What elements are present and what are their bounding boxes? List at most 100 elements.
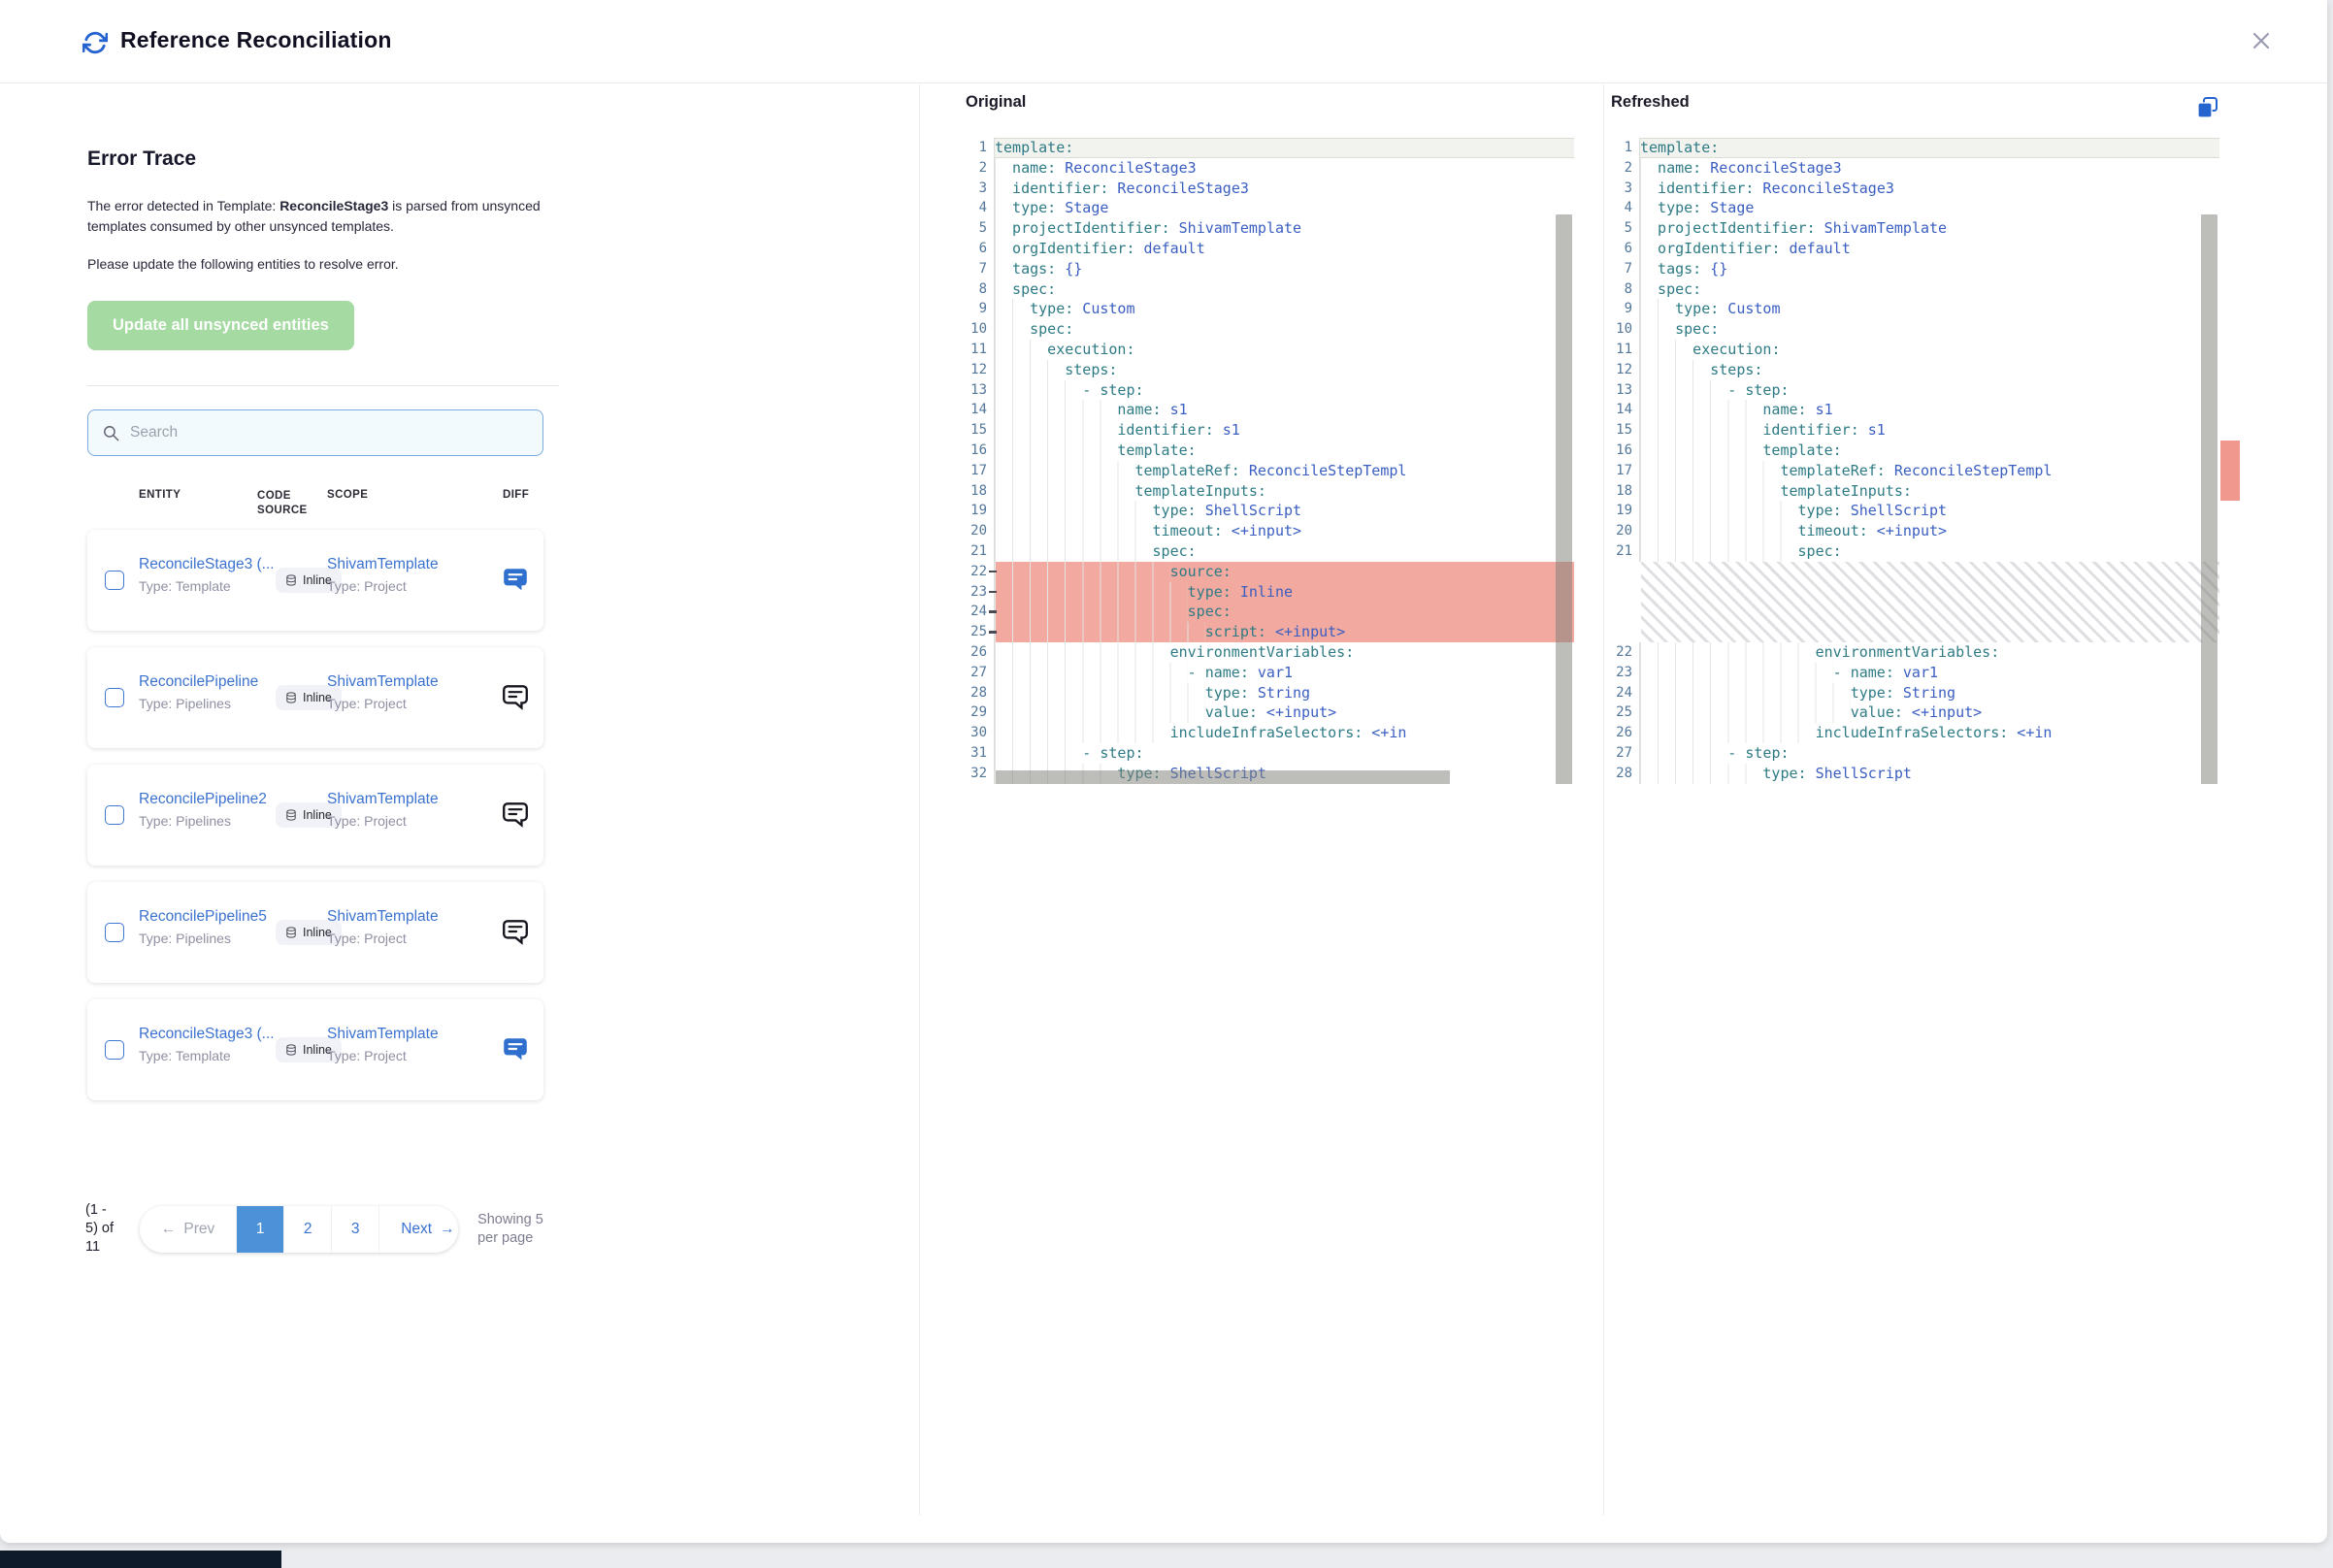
code-line: 4 type: Stage <box>966 198 1574 219</box>
scope-link[interactable]: ShivamTemplate <box>327 908 439 925</box>
code-line: 11 execution: <box>1611 339 2219 360</box>
row-checkbox[interactable] <box>105 805 124 825</box>
entity-table-header: ENTITY CODE SOURCE SCOPE DIFF <box>87 483 545 530</box>
code-line: 6 orgIdentifier: default <box>966 238 1574 259</box>
code-line: 13- step: <box>966 379 1574 401</box>
entity-link[interactable]: ReconcileStage3 (... <box>139 556 273 572</box>
scope-type-label: Type: Project <box>327 931 407 946</box>
update-all-button[interactable]: Update all unsynced entities <box>87 301 354 350</box>
vertical-scrollbar[interactable] <box>1556 214 1572 784</box>
scope-link[interactable]: ShivamTemplate <box>327 556 439 572</box>
code-line: 9 type: Custom <box>1611 299 2219 320</box>
code-line: 20 timeout: <+input> <box>966 521 1574 541</box>
code-line: 3 identifier: ReconcileStage3 <box>1611 178 2219 199</box>
scope-link[interactable]: ShivamTemplate <box>327 791 439 807</box>
diff-document-icon[interactable] <box>501 800 530 829</box>
code-line: 22 environmentVariables: <box>1611 641 2219 663</box>
table-row: ReconcilePipeline2 Type: Pipelines Inlin… <box>87 765 543 866</box>
entity-cell: ReconcilePipeline5 Type: Pipelines <box>139 908 277 946</box>
code-line: 26 environmentVariables: <box>966 641 1574 663</box>
code-line: 19 type: ShellScript <box>966 501 1574 522</box>
code-line: 5 projectIdentifier: ShivamTemplate <box>1611 218 2219 239</box>
code-source-label: Inline <box>303 808 332 822</box>
pagination-range: (1 - 5) of 11 <box>85 1202 115 1255</box>
entity-cell: ReconcileStage3 (... Type: Template <box>139 1026 277 1063</box>
scope-cell: ShivamTemplate Type: Project <box>327 908 482 946</box>
scope-type-label: Type: Project <box>327 696 407 711</box>
scope-link[interactable]: ShivamTemplate <box>327 1026 439 1042</box>
code-source-badge: Inline <box>276 1037 342 1062</box>
scope-type-label: Type: Project <box>327 1048 407 1063</box>
code-line: 10 spec: <box>1611 319 2219 340</box>
row-checkbox[interactable] <box>105 688 124 707</box>
next-page-button[interactable]: Next → <box>378 1205 458 1253</box>
row-checkbox[interactable] <box>105 1040 124 1060</box>
code-line: 16 template: <box>966 440 1574 461</box>
code-line: 31- step: <box>966 742 1574 764</box>
error-instruction: Please update the following entities to … <box>87 256 399 272</box>
search-input[interactable] <box>130 424 529 441</box>
code-line: 2 name: ReconcileStage3 <box>1611 157 2219 179</box>
code-line: 8 spec: <box>1611 278 2219 300</box>
copy-icon[interactable] <box>2195 95 2220 120</box>
divider <box>87 385 559 386</box>
original-diff-panel: Original 1 template: 2 name: ReconcileStage… <box>966 93 1574 784</box>
entity-type-label: Type: Pipelines <box>139 931 231 946</box>
repository-icon <box>286 809 296 821</box>
code-line: 28 type: String <box>966 682 1574 703</box>
code-line: 16 template: <box>1611 440 2219 461</box>
entity-link[interactable]: ReconcileStage3 (... <box>139 1026 273 1042</box>
code-line: 1 template: <box>1611 138 2219 158</box>
entity-type-label: Type: Pipelines <box>139 813 231 829</box>
search-box <box>87 409 543 456</box>
code-source-badge: Inline <box>276 685 342 710</box>
vertical-scrollbar[interactable] <box>2201 214 2218 784</box>
close-icon[interactable] <box>2248 27 2275 54</box>
refreshed-diff-panel: Refreshed 1 template: 2 name: ReconcileStag… <box>1611 93 2244 784</box>
table-row: ReconcilePipeline5 Type: Pipelines Inlin… <box>87 882 543 983</box>
diff-document-icon[interactable] <box>501 565 530 594</box>
repository-icon <box>286 692 296 703</box>
code-line: 1 template: <box>966 138 1574 158</box>
prev-page-button[interactable]: ← Prev <box>160 1220 215 1237</box>
code-line: 30 includeInfraSelectors: <+in <box>966 723 1574 743</box>
code-line: 19 type: ShellScript <box>1611 501 2219 522</box>
diff-document-icon[interactable] <box>501 1034 530 1063</box>
table-row: ReconcilePipeline Type: Pipelines Inline… <box>87 647 543 748</box>
scope-cell: ShivamTemplate Type: Project <box>327 791 482 829</box>
page-button-1[interactable]: 1 <box>236 1205 284 1253</box>
row-checkbox[interactable] <box>105 923 124 942</box>
divider-left-panel <box>919 84 920 1516</box>
page-button-3[interactable]: 3 <box>331 1205 378 1253</box>
refreshed-title: Refreshed <box>1611 93 1690 111</box>
row-checkbox[interactable] <box>105 571 124 590</box>
entity-link[interactable]: ReconcilePipeline <box>139 673 259 690</box>
code-line: 29 value: <+input> <box>966 702 1574 724</box>
diff-document-icon[interactable] <box>501 682 530 711</box>
entity-type-label: Type: Pipelines <box>139 696 231 711</box>
entity-cell: ReconcilePipeline2 Type: Pipelines <box>139 791 277 829</box>
entity-link[interactable]: ReconcilePipeline2 <box>139 791 267 807</box>
code-line: 10 spec: <box>966 319 1574 340</box>
page-button-2[interactable]: 2 <box>283 1205 331 1253</box>
code-line: 25 script: <+input> <box>966 622 1574 642</box>
repository-icon <box>286 574 296 586</box>
per-page-label: Showing 5 per page <box>477 1211 543 1246</box>
code-line: 23- name: var1 <box>1611 662 2219 683</box>
horizontal-scrollbar[interactable] <box>996 770 1450 784</box>
entity-link[interactable]: ReconcilePipeline5 <box>139 908 267 925</box>
diff-document-icon[interactable] <box>501 917 530 946</box>
scope-link[interactable]: ShivamTemplate <box>327 673 439 690</box>
code-line: 28 type: ShellScript <box>1611 763 2219 784</box>
code-source-label: Inline <box>303 573 332 587</box>
code-line: 17 templateRef: ReconcileStepTempl <box>1611 460 2219 481</box>
col-entity: ENTITY <box>139 489 181 501</box>
code-line: 24 type: String <box>1611 682 2219 703</box>
code-line: 21 spec: <box>1611 540 2219 562</box>
arrow-left-icon: ← <box>160 1220 177 1237</box>
scope-cell: ShivamTemplate Type: Project <box>327 556 482 594</box>
code-source-badge: Inline <box>276 802 342 828</box>
code-line: 22 source: <box>966 561 1574 582</box>
code-line: 21 spec: <box>966 540 1574 562</box>
